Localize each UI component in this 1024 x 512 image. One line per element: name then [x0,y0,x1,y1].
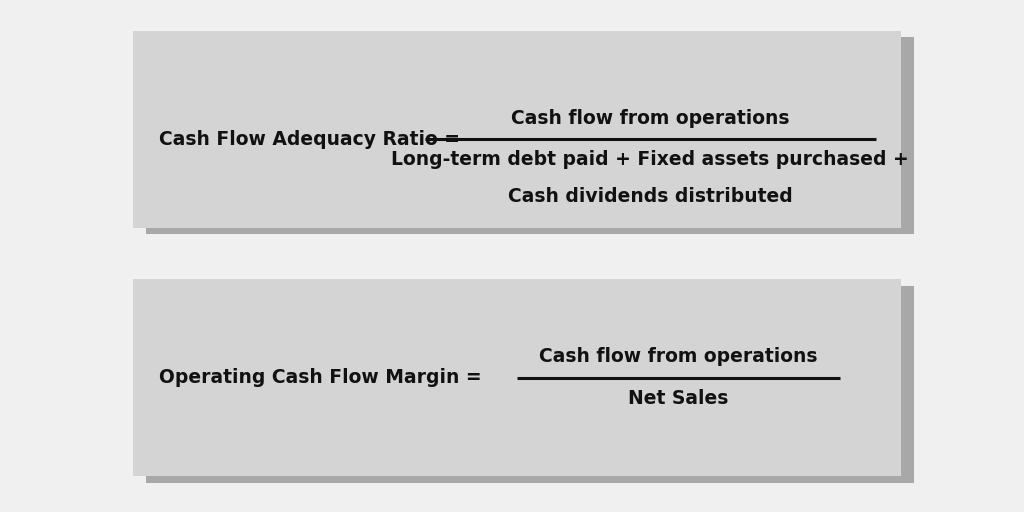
FancyBboxPatch shape [146,37,914,234]
Text: Cash flow from operations: Cash flow from operations [511,109,790,128]
Text: Cash dividends distributed: Cash dividends distributed [508,187,793,206]
Text: Operating Cash Flow Margin =: Operating Cash Flow Margin = [159,368,481,387]
FancyBboxPatch shape [133,279,901,476]
Text: Cash Flow Adequacy Ratio =: Cash Flow Adequacy Ratio = [159,130,460,148]
FancyBboxPatch shape [133,31,901,228]
FancyBboxPatch shape [146,286,914,483]
Text: Cash flow from operations: Cash flow from operations [539,347,817,367]
Text: Net Sales: Net Sales [628,389,728,408]
Text: Long-term debt paid + Fixed assets purchased +: Long-term debt paid + Fixed assets purch… [391,151,909,169]
